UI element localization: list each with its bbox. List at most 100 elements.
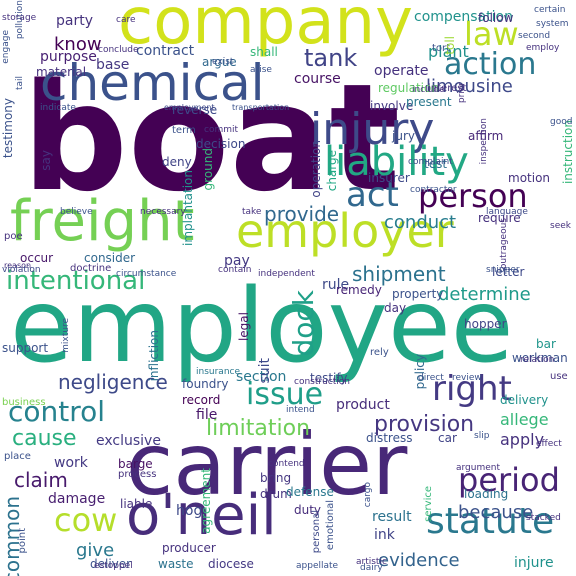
word: property xyxy=(392,287,444,301)
word: control xyxy=(8,395,106,428)
word: ink xyxy=(374,527,395,543)
word: compensation xyxy=(414,9,513,25)
word: intentional xyxy=(6,266,146,296)
word: car xyxy=(438,431,457,445)
word: engage xyxy=(1,30,11,64)
word: conduct xyxy=(384,212,457,233)
word: waste xyxy=(158,557,194,571)
word: work xyxy=(54,455,88,471)
word: diocese xyxy=(208,557,254,571)
word: day xyxy=(384,301,407,315)
word: jury xyxy=(392,129,415,143)
word: allege xyxy=(500,410,549,429)
word: process xyxy=(118,469,157,480)
word: reverse xyxy=(172,103,218,117)
word: exclusive xyxy=(96,433,161,449)
word: record xyxy=(182,393,221,407)
word: insurance xyxy=(196,367,241,377)
word: prior xyxy=(457,82,467,104)
word: damage xyxy=(48,491,106,507)
word: cause xyxy=(12,426,77,451)
word: construction xyxy=(294,377,350,387)
word: employ xyxy=(526,43,560,53)
word: result xyxy=(372,509,412,525)
word: letter xyxy=(492,265,525,279)
word: arise xyxy=(250,65,272,75)
word: employment xyxy=(164,103,215,112)
word: boat xyxy=(22,52,401,224)
word: bring xyxy=(260,471,292,485)
word: material xyxy=(36,65,87,79)
word: distress xyxy=(366,431,413,445)
word: injury xyxy=(310,104,435,155)
word: violation xyxy=(2,265,41,275)
word: term xyxy=(172,125,196,136)
word: contain xyxy=(218,265,252,275)
word: inspection xyxy=(479,118,489,165)
word: give xyxy=(76,540,115,561)
word: emotional xyxy=(325,500,336,551)
word: certain xyxy=(534,5,566,15)
word: intend xyxy=(286,405,315,415)
word: infliction xyxy=(147,330,161,382)
word: support xyxy=(2,341,49,355)
word: toll xyxy=(443,36,457,55)
word: effect xyxy=(536,439,562,449)
word: base xyxy=(96,57,130,73)
word: good xyxy=(550,117,573,127)
word: present xyxy=(406,95,452,109)
word: limitation xyxy=(206,416,311,441)
word: slip xyxy=(474,431,490,441)
word: say xyxy=(39,150,53,171)
word: determine xyxy=(438,284,531,305)
word: follow xyxy=(478,11,514,25)
word: person xyxy=(418,177,528,215)
word: product xyxy=(336,397,390,413)
word: tail xyxy=(15,76,25,91)
word: freight xyxy=(10,189,195,254)
word: pay xyxy=(224,253,250,269)
word: artistic xyxy=(356,557,387,567)
word: defense xyxy=(286,485,334,499)
word: barge xyxy=(118,457,153,471)
word: outrageous xyxy=(499,218,509,270)
word: tort xyxy=(432,43,451,54)
word: cargo xyxy=(363,482,373,508)
word: contend xyxy=(268,459,305,469)
word: rule xyxy=(322,277,350,293)
word: legal xyxy=(237,312,251,342)
word: plant xyxy=(428,42,469,61)
word: decision xyxy=(196,137,246,151)
word: necessary xyxy=(140,207,186,217)
word: exist xyxy=(212,57,234,67)
word: test xyxy=(424,157,448,171)
word: action xyxy=(444,47,537,82)
word: complaint xyxy=(408,157,453,167)
word: carrier xyxy=(126,415,408,515)
word: transportation xyxy=(232,103,290,112)
word: appellate xyxy=(296,561,339,571)
word: argue xyxy=(202,55,237,69)
word: insurer xyxy=(368,171,410,185)
word: negligence xyxy=(58,370,168,394)
word: take xyxy=(242,207,262,217)
word: issue xyxy=(246,377,324,412)
word: law xyxy=(464,15,519,53)
word: poe xyxy=(4,231,23,242)
word: storage xyxy=(2,13,37,23)
word: system xyxy=(536,19,569,29)
word: service xyxy=(423,486,434,522)
word: chemical xyxy=(40,54,265,112)
word: care xyxy=(116,15,136,25)
word: rely xyxy=(370,347,389,358)
word: relation xyxy=(520,355,555,365)
word: occur xyxy=(20,251,54,265)
word: place xyxy=(4,451,31,462)
word: liability xyxy=(324,139,469,185)
word: liable xyxy=(120,497,153,511)
word: testify xyxy=(310,371,348,385)
word: use xyxy=(550,371,568,382)
word: interest xyxy=(428,83,467,94)
word: right xyxy=(432,369,512,409)
